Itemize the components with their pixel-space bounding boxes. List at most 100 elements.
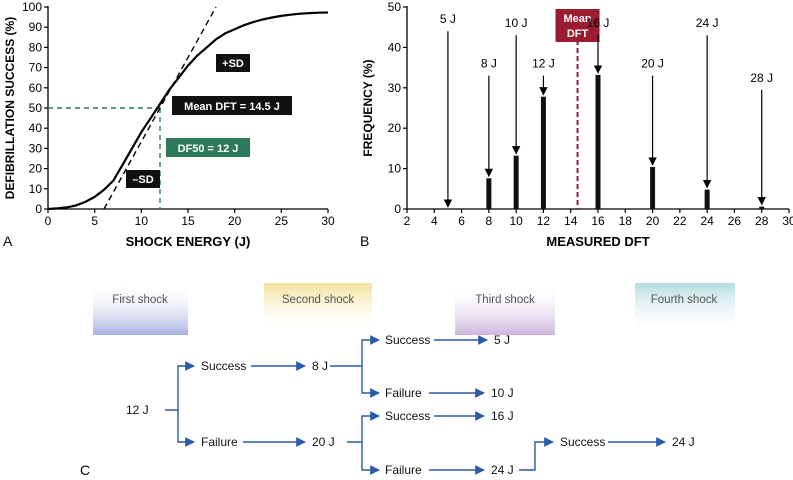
arrow-to-failure-2 bbox=[361, 366, 380, 398]
panel-a-y-tick-label: 50 bbox=[29, 101, 43, 115]
frequency-bar bbox=[486, 178, 492, 209]
bar-label: 24 J bbox=[696, 16, 719, 30]
panel-a-y-tick-label: 0 bbox=[35, 202, 42, 216]
arrow-to-success-2 bbox=[330, 335, 380, 367]
node-success-1: Success bbox=[201, 359, 246, 373]
frequency-bar bbox=[759, 206, 765, 209]
panel-a-chart: 0 5 10 15 20 25 30 0 10 20 30 40 50 60 70 80 90 100 +SD M… bbox=[3, 0, 335, 249]
panel-a-y-tick-label: 30 bbox=[29, 141, 43, 155]
node-24j: 24 J bbox=[491, 463, 514, 477]
panel-a-y-tick-label: 100 bbox=[22, 0, 42, 14]
node-20j: 20 J bbox=[312, 435, 335, 449]
mean-dft-label-bg bbox=[172, 96, 292, 115]
panel-b-x-tick-label: 18 bbox=[619, 214, 633, 228]
panel-b-x-tick-label: 20 bbox=[646, 214, 660, 228]
panel-b-y-label: FREQUENCY (%) bbox=[361, 59, 375, 156]
panel-b-x-tick-label: 6 bbox=[458, 214, 465, 228]
panel-a-y-tick-label: 80 bbox=[29, 40, 43, 54]
panel-c-flowchart: First shock Second shock Third shock Fou… bbox=[80, 283, 735, 478]
minus-sd-label-bg bbox=[126, 170, 160, 188]
bar-label: 8 J bbox=[481, 57, 497, 71]
header-first-shock: First shock bbox=[112, 294, 168, 306]
panel-a-y-tick-label: 90 bbox=[29, 20, 43, 34]
panel-a-x-tick-label: 5 bbox=[91, 214, 98, 228]
panel-b-x-tick-label: 2 bbox=[404, 214, 411, 228]
panel-b-x-tick-label: 10 bbox=[509, 214, 523, 228]
node-failure-1: Failure bbox=[201, 435, 238, 449]
node-failure-2: Failure bbox=[385, 386, 422, 400]
panel-a-dose-response-curve bbox=[47, 11, 329, 211]
header-second-shock: Second shock bbox=[282, 294, 354, 306]
panel-b-x-tick-label: 12 bbox=[537, 214, 551, 228]
mean-dft-label-line2: DFT bbox=[567, 28, 589, 40]
panel-a-y-tick-label: 40 bbox=[29, 121, 43, 135]
header-first-shock-box bbox=[93, 283, 188, 335]
panel-a-y-tick-label: 10 bbox=[29, 182, 43, 196]
bar-label: 5 J bbox=[440, 12, 456, 26]
panel-b-x-tick-label: 16 bbox=[591, 214, 605, 228]
mean-dft-label: Mean DFT = 14.5 J bbox=[184, 101, 280, 113]
panel-a-y-tick-label: 60 bbox=[29, 81, 43, 95]
panel-b-y-tick-label: 40 bbox=[388, 40, 402, 54]
header-fourth-shock-box bbox=[635, 283, 735, 335]
header-second-shock-box bbox=[264, 283, 372, 335]
panel-a-y-label: DEFIBRILLATION SUCCESS (%) bbox=[3, 17, 17, 199]
panel-a-x-tick-label: 25 bbox=[275, 214, 289, 228]
frequency-bar bbox=[704, 189, 710, 209]
arrow-to-success-3 bbox=[347, 411, 380, 443]
node-final-24j: 24 J bbox=[672, 435, 695, 449]
node-start-12j: 12 J bbox=[126, 403, 149, 417]
panel-b-x-tick-label: 28 bbox=[755, 214, 769, 228]
df50-label-bg bbox=[166, 138, 250, 157]
panel-a-x-tick-label: 15 bbox=[181, 214, 195, 228]
node-5j: 5 J bbox=[494, 333, 510, 347]
bar-label: 12 J bbox=[532, 57, 555, 71]
node-failure-3: Failure bbox=[385, 463, 422, 477]
node-10j: 10 J bbox=[491, 386, 514, 400]
arrow-to-success-1 bbox=[165, 361, 195, 411]
frequency-bar bbox=[540, 96, 546, 209]
plus-sd-label: +SD bbox=[222, 58, 244, 70]
node-16j: 16 J bbox=[491, 409, 514, 423]
frequency-bar bbox=[513, 155, 519, 209]
panel-b-x-tick-label: 4 bbox=[431, 214, 438, 228]
arrow-to-success-4 bbox=[519, 437, 554, 471]
panel-b-y-tick-label: 0 bbox=[394, 202, 401, 216]
node-success-2: Success bbox=[385, 333, 430, 347]
arrow-to-failure-1 bbox=[177, 410, 195, 447]
panel-a-x-tick-label: 10 bbox=[135, 214, 149, 228]
bar-label: 20 J bbox=[641, 57, 664, 71]
bar-label: 10 J bbox=[505, 16, 528, 30]
panel-b-y-tick-label: 10 bbox=[388, 162, 402, 176]
node-success-4: Success bbox=[560, 435, 605, 449]
minus-sd-label: –SD bbox=[132, 174, 153, 186]
frequency-bar bbox=[650, 166, 656, 209]
panel-b-x-tick-label: 22 bbox=[673, 214, 687, 228]
node-8j: 8 J bbox=[312, 359, 328, 373]
panel-a-y-tick-label: 20 bbox=[29, 162, 43, 176]
bar-label: 28 J bbox=[750, 71, 773, 85]
node-success-3: Success bbox=[385, 409, 430, 423]
panel-b-x-label: MEASURED DFT bbox=[546, 234, 649, 249]
arrow-to-failure-3 bbox=[361, 442, 380, 475]
panel-b-x-tick-label: 8 bbox=[486, 214, 493, 228]
mean-dft-label-box bbox=[555, 9, 600, 42]
panel-a-y-tick-label: 70 bbox=[29, 61, 43, 75]
panel-a-x-tick-label: 0 bbox=[45, 214, 52, 228]
panel-a-x-tick-label: 20 bbox=[228, 214, 242, 228]
panel-a-x-label: SHOCK ENERGY (J) bbox=[126, 234, 251, 249]
panel-b-x-tick-label: 14 bbox=[564, 214, 578, 228]
frequency-bar bbox=[595, 74, 601, 209]
header-fourth-shock: Fourth shock bbox=[651, 294, 718, 306]
mean-dft-label-line1: Mean bbox=[563, 13, 591, 25]
df50-label: DF50 = 12 J bbox=[178, 143, 239, 155]
panel-a-x-tick-label: 30 bbox=[321, 214, 335, 228]
panel-b-x-tick-label: 24 bbox=[700, 214, 714, 228]
panel-label-a: A bbox=[3, 233, 13, 249]
panel-b-y-tick-label: 50 bbox=[388, 0, 402, 14]
panel-b-y-tick-label: 30 bbox=[388, 81, 402, 95]
panel-b-y-tick-label: 20 bbox=[388, 121, 402, 135]
panel-label-b: B bbox=[360, 233, 369, 249]
